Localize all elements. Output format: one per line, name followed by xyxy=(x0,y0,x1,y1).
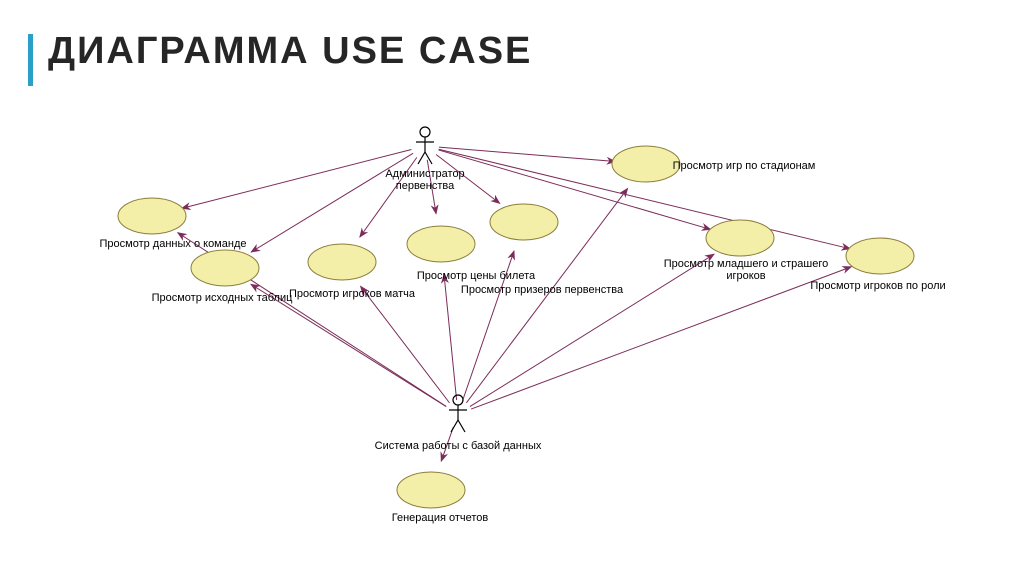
actor-icon xyxy=(449,395,467,432)
actor-icon xyxy=(416,127,434,164)
use-case-label: Просмотр призеров первенства xyxy=(461,284,623,296)
edge xyxy=(439,147,616,161)
use-case-ellipse xyxy=(612,146,680,182)
actor-label: Администраторпервенства xyxy=(385,168,464,192)
use-case-ellipse xyxy=(706,220,774,256)
use-case-label: Просмотр младшего и страшегоигроков xyxy=(664,258,829,282)
use-case-ellipse xyxy=(191,250,259,286)
use-case-label: Просмотр цены билета xyxy=(417,270,535,282)
use-case-label: Просмотр исходных таблиц xyxy=(152,292,293,304)
use-case-ellipse xyxy=(846,238,914,274)
use-case-ellipse xyxy=(397,472,465,508)
use-case-ellipse xyxy=(118,198,186,234)
use-case-ellipse xyxy=(407,226,475,262)
use-case-label: Просмотр игр по стадионам xyxy=(673,160,816,172)
use-case-label: Просмотр игроков матча xyxy=(289,288,415,300)
edge xyxy=(444,274,457,400)
use-case-label: Просмотр данных о команде xyxy=(100,238,247,250)
use-case-label: Просмотр игроков по роли xyxy=(810,280,945,292)
actor-label: Система работы с базой данных xyxy=(375,440,542,452)
use-case-ellipse xyxy=(308,244,376,280)
edge xyxy=(361,286,450,403)
use-case-ellipse xyxy=(490,204,558,240)
edge xyxy=(182,149,412,208)
use-case-label: Генерация отчетов xyxy=(392,512,489,524)
